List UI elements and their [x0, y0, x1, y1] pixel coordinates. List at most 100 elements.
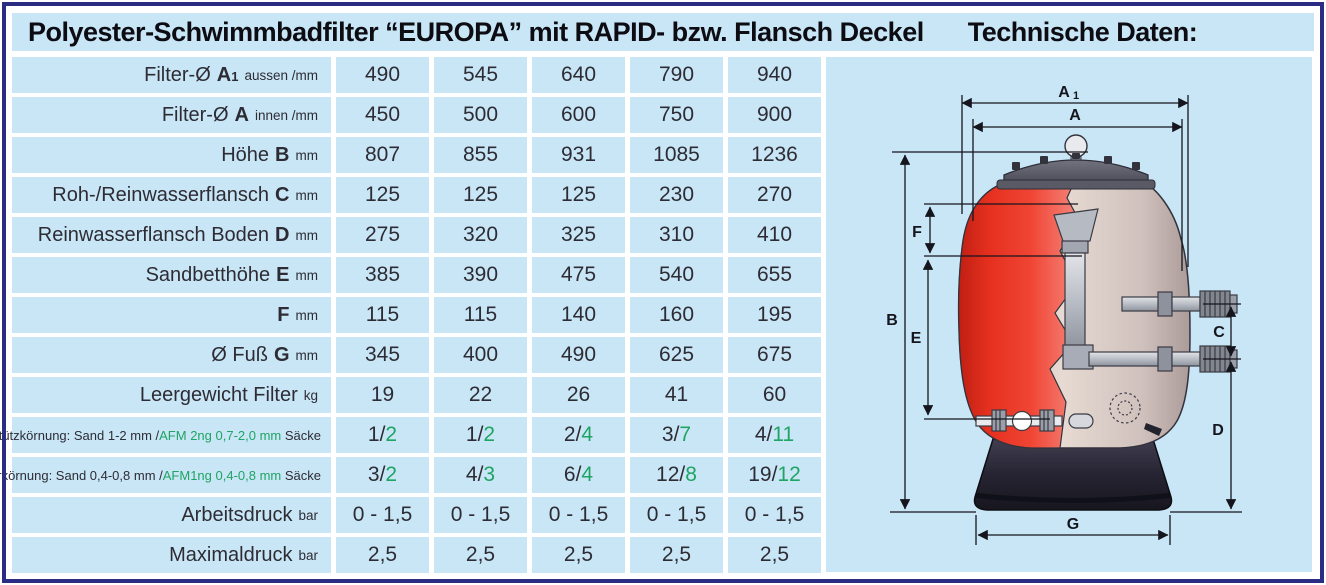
spec-value: 450 — [336, 97, 429, 133]
row-label-suffix: Säcke — [281, 467, 321, 483]
row-label: Reinwasserflansch Boden D mm — [12, 217, 331, 253]
spec-value: 60 — [728, 377, 821, 413]
row-label: F mm — [12, 297, 331, 333]
dim-label-c: C — [1213, 324, 1225, 341]
page-title-bar: Polyester-Schwimmbadfilter “EUROPA” mit … — [12, 13, 1314, 51]
row-label-letter: C — [275, 183, 290, 206]
row-label-text: Leergewicht Filter — [139, 383, 298, 406]
spec-value: 320 — [434, 217, 527, 253]
spec-value: 0 - 1,5 — [532, 497, 625, 533]
spec-value: 1236 — [728, 137, 821, 173]
row-label-text: Filter-Ø — [161, 103, 229, 126]
spec-value: 2,5 — [630, 537, 723, 573]
row-label: Sandbetthöhe E mm — [12, 257, 331, 293]
row-label-suffix: Säcke — [281, 427, 321, 443]
spec-value: 2/4 — [532, 417, 625, 453]
spec-value: 160 — [630, 297, 723, 333]
row-label-text: Maximaldruck — [169, 543, 293, 566]
row-label-unit: mm — [295, 147, 319, 163]
spec-value: 500 — [434, 97, 527, 133]
spec-value: 900 — [728, 97, 821, 133]
spec-value: 4/3 — [434, 457, 527, 493]
spec-value: 125 — [336, 177, 429, 213]
filter-diagram: A 1 A B F E C — [886, 84, 1242, 545]
spec-value: 2,5 — [728, 537, 821, 573]
spec-value: 19 — [336, 377, 429, 413]
spec-value: 540 — [630, 257, 723, 293]
row-label-unit: mm — [295, 347, 319, 363]
row-label-text: Reinwasserflansch Boden — [37, 223, 270, 246]
row-label-text: Stützkörnung: Sand 1-2 mm / — [0, 427, 160, 443]
spec-value: 600 — [532, 97, 625, 133]
dim-label-g: G — [1067, 516, 1079, 533]
row-label: Stützkörnung: Sand 1-2 mm / AFM 2ng 0,7-2… — [0, 417, 331, 453]
page-title: Polyester-Schwimmbadfilter “EUROPA” mit … — [28, 16, 924, 47]
row-label-text: Filter-Ø — [144, 63, 211, 86]
spec-value: 345 — [336, 337, 429, 373]
spec-value: 2,5 — [336, 537, 429, 573]
filter-diagram-panel: A 1 A B F E C — [826, 57, 1312, 572]
row-label: Ø Fuß G mm — [12, 337, 331, 373]
spec-value: 325 — [532, 217, 625, 253]
row-label-unit: innen /mm — [254, 107, 318, 123]
row-label-text: Roh-/Reinwasserflansch — [52, 183, 270, 206]
row-label-letter: F — [277, 303, 290, 326]
row-label-text: Arbeitsdruck — [181, 503, 293, 526]
spec-value: 410 — [728, 217, 821, 253]
row-label-text: Höhe — [221, 143, 270, 166]
spec-value: 2,5 — [434, 537, 527, 573]
spec-value: 4/11 — [728, 417, 821, 453]
spec-value: 26 — [532, 377, 625, 413]
row-label: Arbeitsdruck bar — [12, 497, 331, 533]
dim-label-f: F — [912, 224, 922, 241]
dim-label-a1-sub: 1 — [1073, 90, 1079, 102]
spec-value: 275 — [336, 217, 429, 253]
spec-value: 41 — [630, 377, 723, 413]
row-label-unit: bar — [298, 507, 318, 523]
row-label: Leergewicht Filter kg — [12, 377, 331, 413]
spec-value: 790 — [630, 57, 723, 93]
spec-value: 0 - 1,5 — [336, 497, 429, 533]
row-label-unit: mm — [295, 227, 319, 243]
spec-value: 675 — [728, 337, 821, 373]
spec-value: 640 — [532, 57, 625, 93]
row-label-letter: D — [275, 223, 290, 246]
spec-value: 750 — [630, 97, 723, 133]
row-label-unit: mm — [295, 307, 319, 323]
spec-value: 545 — [434, 57, 527, 93]
row-label-letter: B — [275, 143, 290, 166]
spec-value: 475 — [532, 257, 625, 293]
row-label-unit: bar — [298, 547, 318, 563]
spec-value: 115 — [434, 297, 527, 333]
dim-label-a: A — [1069, 107, 1081, 124]
spec-value: 490 — [532, 337, 625, 373]
spec-value: 807 — [336, 137, 429, 173]
row-label: Maximaldruck bar — [12, 537, 331, 573]
row-label-text: Ø Fuß — [211, 343, 268, 366]
row-label: Roh-/Reinwasserflansch C mm — [12, 177, 331, 213]
dim-label-e: E — [911, 330, 922, 347]
spec-value: 0 - 1,5 — [630, 497, 723, 533]
spec-value: 940 — [728, 57, 821, 93]
row-label-unit: kg — [303, 387, 318, 403]
row-label-letter: E — [276, 263, 290, 286]
row-label-letter: G — [273, 343, 290, 366]
spec-value: 0 - 1,5 — [434, 497, 527, 533]
page-title-technical-data: Technische Daten: — [967, 16, 1198, 47]
filter-lid — [996, 134, 1156, 190]
dim-label-b: B — [886, 312, 898, 329]
spec-value: 931 — [532, 137, 625, 173]
spec-value: 855 — [434, 137, 527, 173]
row-label: Filter-Ø A innen /mm — [12, 97, 331, 133]
drain-assembly — [975, 392, 1162, 436]
spec-value: 490 — [336, 57, 429, 93]
spec-value: 12/8 — [630, 457, 723, 493]
spec-value: 0 - 1,5 — [728, 497, 821, 533]
row-label-afm: AFM1ng 0,4-0,8 mm — [162, 467, 282, 483]
row-label: Filterkörnung: Sand 0,4-0,8 mm /AFM1ng 0… — [0, 457, 331, 493]
row-label-unit: aussen /mm — [244, 67, 318, 83]
spec-value: 19/12 — [728, 457, 821, 493]
